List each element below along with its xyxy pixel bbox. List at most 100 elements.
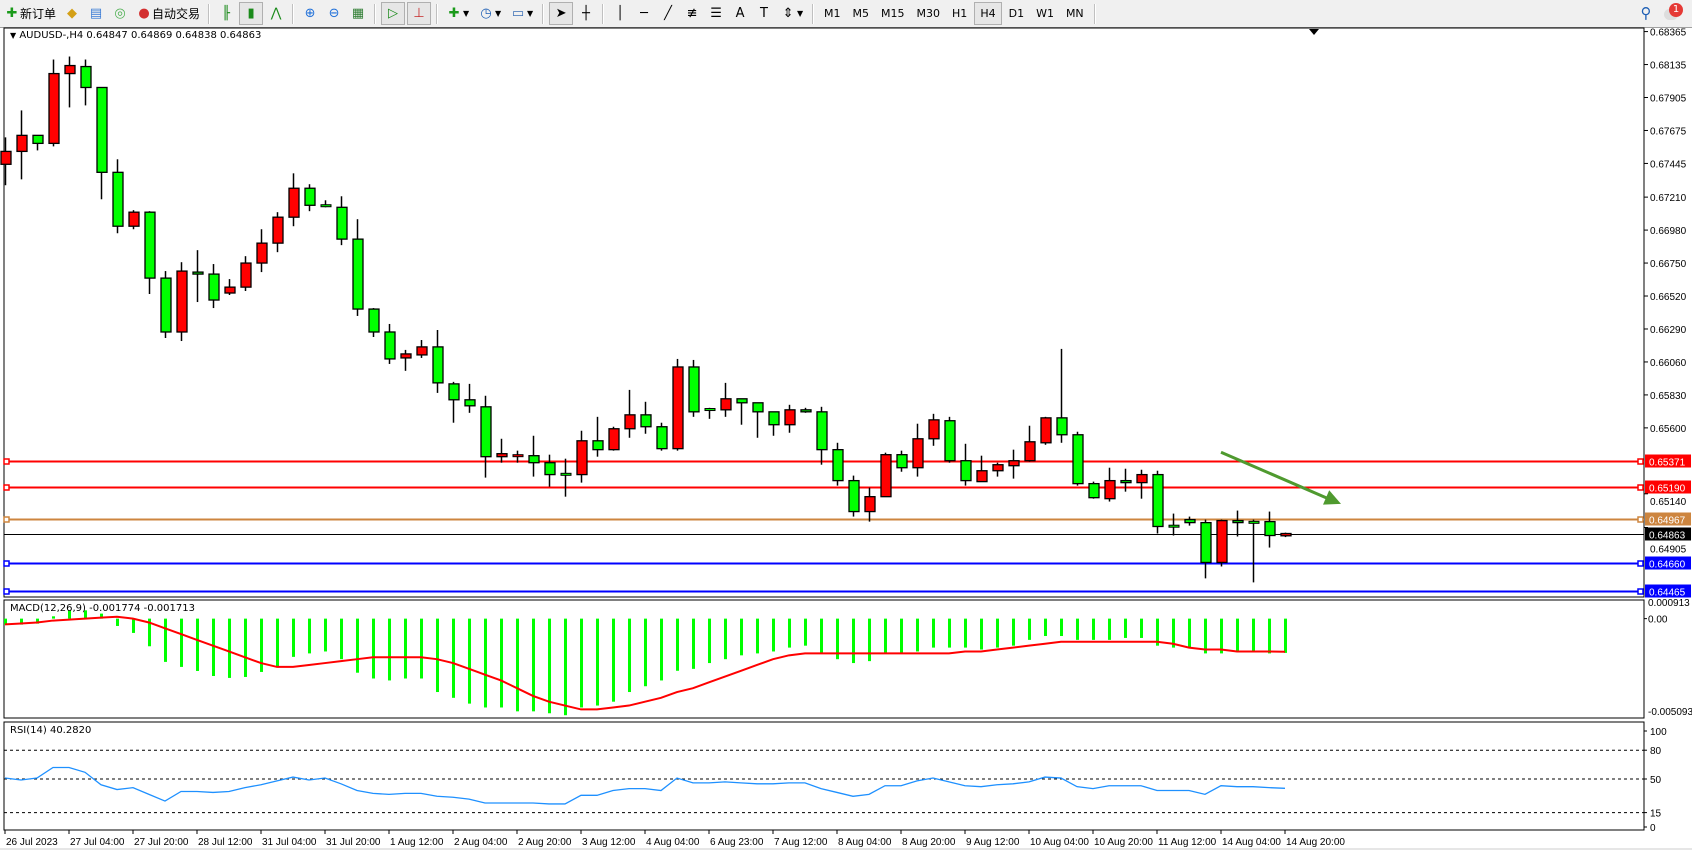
vertical-line-button[interactable]: │ <box>609 2 631 25</box>
trendline-button[interactable]: ╱ <box>657 2 679 25</box>
price-tick-label: 0.66520 <box>1650 292 1687 303</box>
periods-button[interactable]: ◷ ▼ <box>475 2 505 25</box>
main-price-panel[interactable] <box>3 27 1645 598</box>
macd-histogram-bar <box>164 618 167 662</box>
horizontal-line-button[interactable]: ─ <box>633 2 655 25</box>
candle-body <box>272 216 284 244</box>
bar-chart-button[interactable]: ╟ <box>215 2 237 25</box>
candlestick-button[interactable]: ▮ <box>239 2 264 25</box>
timeframe-mn[interactable]: MN <box>1065 7 1084 20</box>
clock-icon: ◷ <box>480 5 492 21</box>
level-0-65371-handle-right[interactable] <box>1637 458 1644 465</box>
zoom-out-button[interactable]: ⊖ <box>323 2 345 25</box>
auto-scroll-button[interactable]: ▷ <box>381 2 406 25</box>
zoom-out-icon: ⊖ <box>328 5 340 21</box>
level-0-65371-handle-left[interactable] <box>3 458 10 465</box>
new-order-button[interactable]: ✚ 新订单 <box>1 2 59 25</box>
fibonacci-button[interactable]: ≢ <box>681 2 703 25</box>
level-0-64967-price-tag <box>1645 512 1691 526</box>
fibonacci-icon: ≢ <box>686 5 698 21</box>
candle-body <box>432 346 444 384</box>
candle-body <box>1104 479 1116 500</box>
candle-body <box>1280 532 1292 537</box>
timeframe-m15[interactable]: M15 <box>881 7 905 20</box>
macd-histogram-bar <box>740 618 743 656</box>
templates-button[interactable]: ▭ ▼ <box>507 2 537 25</box>
timeframe-h1[interactable]: H1 <box>952 7 968 20</box>
timeframe-w1[interactable]: W1 <box>1036 7 1054 20</box>
rsi-scale-label: 15 <box>1650 809 1662 820</box>
macd-histogram-bar <box>1060 618 1063 637</box>
candle-body <box>528 455 540 464</box>
candle-body <box>592 440 604 451</box>
time-axis-label: 1 Aug 12:00 <box>390 837 444 848</box>
crosshair-button[interactable]: ┼ <box>575 2 597 25</box>
text-button[interactable]: A <box>729 2 751 25</box>
dropdown-arrow-icon: ▼ <box>462 8 470 18</box>
level-0-65190-handle-right[interactable] <box>1637 484 1644 491</box>
candle-body <box>1152 473 1164 528</box>
candle-body <box>928 419 940 440</box>
level-0-64465-handle-left[interactable] <box>3 588 10 595</box>
price-tick-label: 0.65140 <box>1650 497 1687 508</box>
rsi-panel[interactable] <box>3 721 1645 831</box>
macd-histogram-bar <box>372 618 375 679</box>
price-tick-label: 0.65600 <box>1650 424 1687 435</box>
candle-body <box>544 462 556 476</box>
macd-histogram-bar <box>548 618 551 714</box>
macd-histogram-bar <box>532 618 535 712</box>
candle-body <box>656 426 668 450</box>
chart-shift-button[interactable]: ⊥ <box>407 2 432 25</box>
candle-body <box>1136 473 1148 484</box>
market-watch-button[interactable]: ▤ <box>85 2 107 25</box>
macd-histogram-bar <box>116 618 119 626</box>
level-0-64660-handle-right[interactable] <box>1637 560 1644 567</box>
timeframe-m30[interactable]: M30 <box>916 7 941 20</box>
cursor-button[interactable]: ➤ <box>549 2 574 25</box>
line-chart-button[interactable]: ⋀ <box>265 2 287 25</box>
auto-trading-button[interactable]: ● 自动交易 <box>133 2 203 25</box>
candle-body <box>336 206 348 240</box>
candle-body <box>160 277 172 333</box>
level-0-64465-handle-right[interactable] <box>1637 588 1644 595</box>
candle-body <box>480 406 492 458</box>
arrows-button[interactable]: ⇕ ▼ <box>777 2 807 25</box>
signal-button[interactable]: ◎ <box>109 2 131 25</box>
candle-body <box>64 64 76 75</box>
macd-histogram-bar <box>772 618 775 652</box>
chart-shift-marker-icon[interactable] <box>1309 29 1319 35</box>
candle-body <box>368 308 380 333</box>
collapse-triangle-icon[interactable]: ▼ <box>10 31 17 40</box>
timeframe-m5[interactable]: M5 <box>852 7 870 20</box>
level-0-64967-handle-left[interactable] <box>3 516 10 523</box>
level-0-64967-handle-right[interactable] <box>1637 516 1644 523</box>
search-icon[interactable]: ⚲ <box>1640 4 1652 22</box>
timeframe-h4[interactable]: H4 <box>974 2 1002 25</box>
candle-body <box>240 262 252 288</box>
trend-arrow-head-icon[interactable] <box>1323 490 1341 505</box>
trend-arrow-shaft[interactable] <box>1220 450 1332 502</box>
macd-histogram-bar <box>884 618 887 654</box>
time-axis-label: 8 Aug 20:00 <box>902 837 956 848</box>
indicators-button[interactable]: ✚ ▼ <box>443 2 473 25</box>
notification-button[interactable]: 1 <box>1664 3 1684 23</box>
level-0-64660-handle-left[interactable] <box>3 560 10 567</box>
tile-windows-button[interactable]: ▦ <box>347 2 369 25</box>
timeframe-m1[interactable]: M1 <box>824 7 841 20</box>
text-label-button[interactable]: T <box>753 2 775 25</box>
candle-body <box>384 331 396 360</box>
candle-body <box>352 238 364 310</box>
macd-histogram-bar <box>596 618 599 706</box>
candle-body <box>80 65 92 89</box>
macd-histogram-bar <box>1108 618 1111 640</box>
channel-button[interactable]: ☰ <box>705 2 727 25</box>
level-0-65190-handle-left[interactable] <box>3 484 10 491</box>
rsi-scale-label: 100 <box>1650 727 1667 738</box>
timeframe-d1[interactable]: D1 <box>1008 7 1025 20</box>
gold-bar-button[interactable]: ◆ <box>61 2 83 25</box>
candle-body <box>608 428 620 451</box>
zoom-in-button[interactable]: ⊕ <box>299 2 321 25</box>
candle-body <box>976 470 988 483</box>
templates-icon: ▭ <box>511 5 525 21</box>
